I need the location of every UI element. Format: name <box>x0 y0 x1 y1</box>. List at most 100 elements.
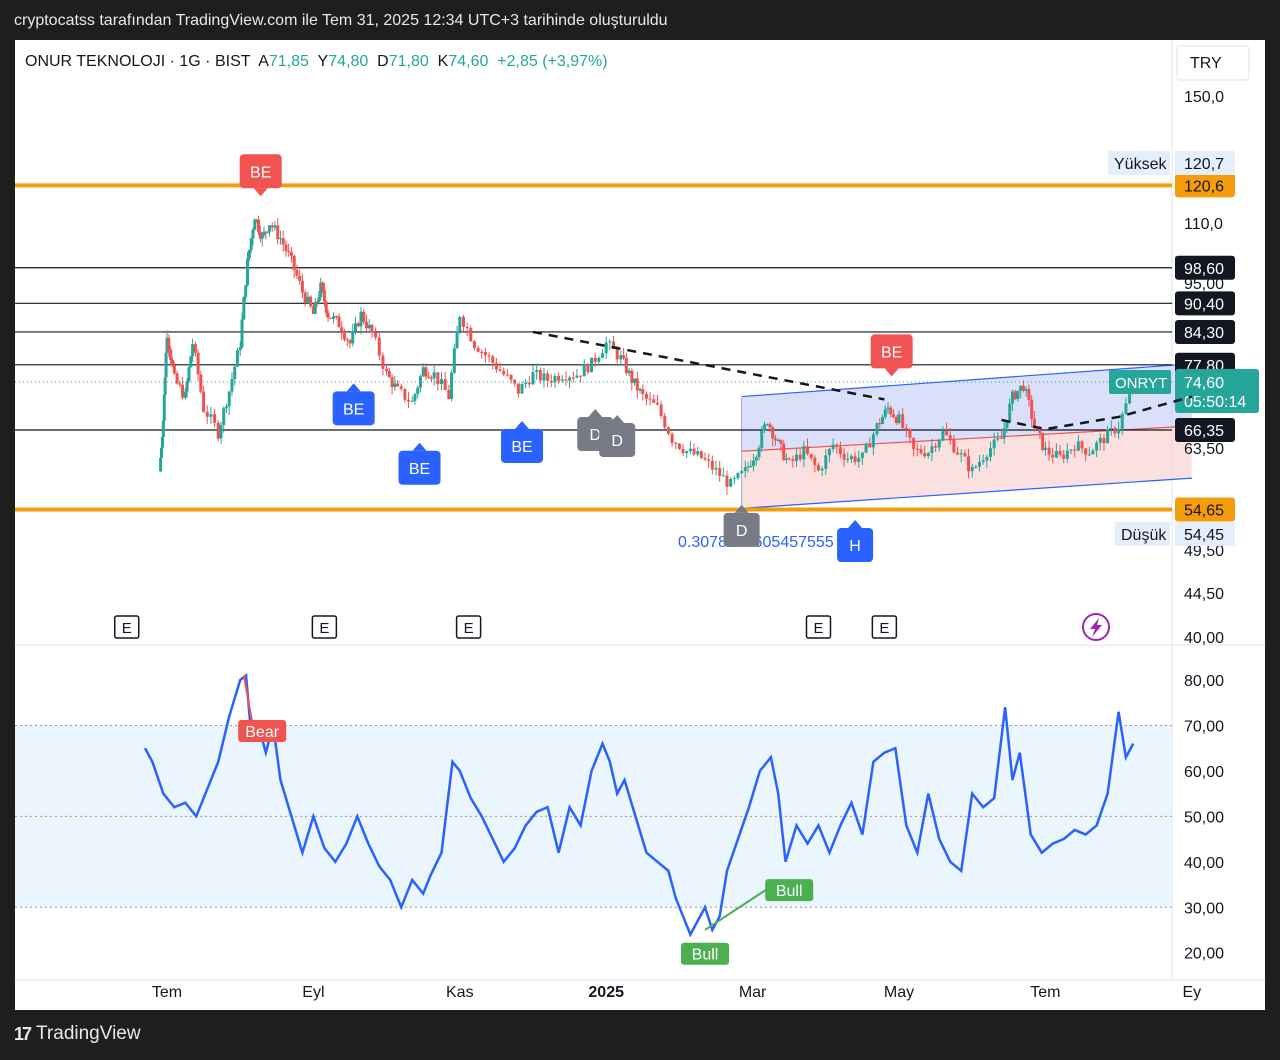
candle-body <box>553 376 557 383</box>
channel-upper-line[interactable] <box>741 363 1192 398</box>
candle-body <box>901 414 905 428</box>
chart-caption: cryptocatss tarafından TradingView.com i… <box>14 12 668 29</box>
chart-canvas[interactable]: TRY120,698,6090,4084,3077,8066,3554,6515… <box>15 40 1265 1010</box>
candle-body <box>1021 385 1025 391</box>
candle-body <box>303 292 307 303</box>
earnings-marker[interactable] <box>455 615 482 639</box>
candle-body <box>465 326 469 329</box>
candle-body <box>622 355 626 358</box>
candle-body <box>1076 441 1080 451</box>
earnings-marker[interactable] <box>871 615 898 639</box>
rsi-tick-30,00: 30,00 <box>1184 900 1224 917</box>
candle-body <box>332 316 336 319</box>
candle-body <box>1058 450 1062 455</box>
candle-body <box>941 430 945 440</box>
candle-body <box>590 357 594 373</box>
candle-body <box>721 475 725 477</box>
candle-body <box>868 443 872 448</box>
candle-body <box>1062 454 1066 459</box>
candle-body <box>191 344 195 357</box>
pattern-label-pointer <box>884 368 899 377</box>
candle-body <box>202 391 206 412</box>
earnings-marker[interactable] <box>805 615 832 639</box>
earnings-marker-text-0: E <box>122 620 132 637</box>
candle-body <box>802 446 806 460</box>
candle-body <box>317 297 321 302</box>
candle-body <box>746 466 750 468</box>
candle-body <box>663 415 667 428</box>
candle-body <box>251 229 255 239</box>
candle-body <box>934 446 938 448</box>
candle-body <box>326 312 330 318</box>
candle-body <box>1117 428 1121 434</box>
candle-body <box>183 391 187 398</box>
candle-body <box>224 406 228 409</box>
high-marker-label: Yüksek <box>1114 156 1167 173</box>
candle-body <box>779 439 783 444</box>
candle-body <box>743 467 747 472</box>
candle-body <box>160 436 164 448</box>
candle-body <box>729 479 733 487</box>
candle-body <box>313 301 317 314</box>
rsi-tick-60,00: 60,00 <box>1184 764 1224 781</box>
candle-body <box>450 372 454 400</box>
earnings-marker[interactable] <box>311 615 338 639</box>
candle-body <box>615 348 619 360</box>
candle-body <box>311 306 315 314</box>
descending-trendline[interactable] <box>532 330 885 401</box>
candle-body <box>575 375 579 378</box>
pattern-label-pointer <box>412 442 427 451</box>
pattern-label-0: BE <box>250 164 271 181</box>
low-marker-bg <box>1115 522 1170 546</box>
candle-body <box>1016 390 1020 399</box>
ascending-trendline[interactable] <box>1001 395 1193 431</box>
pattern-label-8: BE <box>881 344 902 361</box>
candle-body <box>247 249 251 259</box>
divergence-label-2: Bull <box>692 947 719 964</box>
pattern-label-6: D <box>736 523 748 540</box>
candle-body <box>244 285 248 297</box>
candle-body <box>324 301 328 313</box>
pattern-label-pointer <box>588 409 603 418</box>
time-tick-6: Tem <box>1030 984 1060 1001</box>
currency-selector[interactable] <box>1176 45 1250 81</box>
candle-body <box>601 353 605 358</box>
candle-body <box>674 442 678 444</box>
currency-label: TRY <box>1190 55 1222 72</box>
price-tick-150,0: 150,0 <box>1184 89 1224 106</box>
ohlc-legend[interactable]: ONUR TEKNOLOJI · 1G · BIST A71,85 Y74,80… <box>25 53 608 70</box>
candle-body <box>260 235 264 239</box>
rsi-line[interactable] <box>143 673 1135 938</box>
pattern-label-pointer <box>734 504 749 513</box>
candle-body <box>648 398 652 400</box>
tradingview-brand[interactable]: 17 TradingView <box>14 1023 141 1045</box>
candle-body <box>908 429 912 438</box>
candle-body <box>348 340 352 344</box>
candle-body <box>568 377 572 381</box>
earnings-marker[interactable] <box>113 615 140 639</box>
candle-body <box>1109 427 1113 430</box>
candle-body <box>219 424 223 439</box>
channel-lower-line[interactable] <box>741 477 1192 509</box>
chart-frame[interactable]: TRY 120,6 98,60 90,40 84,30 77,80 66,35 54,65 15… <box>15 40 1265 1010</box>
candle-body <box>370 324 374 333</box>
candle-body <box>627 370 631 374</box>
candle-body <box>483 351 487 356</box>
candle-body <box>362 311 366 322</box>
candle-body <box>985 456 989 461</box>
low-marker-label: Düşük <box>1121 527 1167 544</box>
candle-body <box>1095 442 1099 451</box>
candle-body <box>883 409 887 418</box>
candle-body <box>472 341 476 348</box>
candle-body <box>685 451 689 454</box>
candle-body <box>842 453 846 460</box>
pattern-label-bg <box>870 334 913 369</box>
candle-body <box>681 448 685 454</box>
symbol-tag-text: ONRYT <box>1115 375 1167 392</box>
price-tick-63,50: 63,50 <box>1184 441 1224 458</box>
candle-body <box>287 250 291 253</box>
candle-body <box>974 466 978 468</box>
time-tick-0: Tem <box>152 984 182 1001</box>
pattern-label-bg <box>239 154 282 189</box>
level-text-98,60: 98,60 <box>1184 261 1224 278</box>
